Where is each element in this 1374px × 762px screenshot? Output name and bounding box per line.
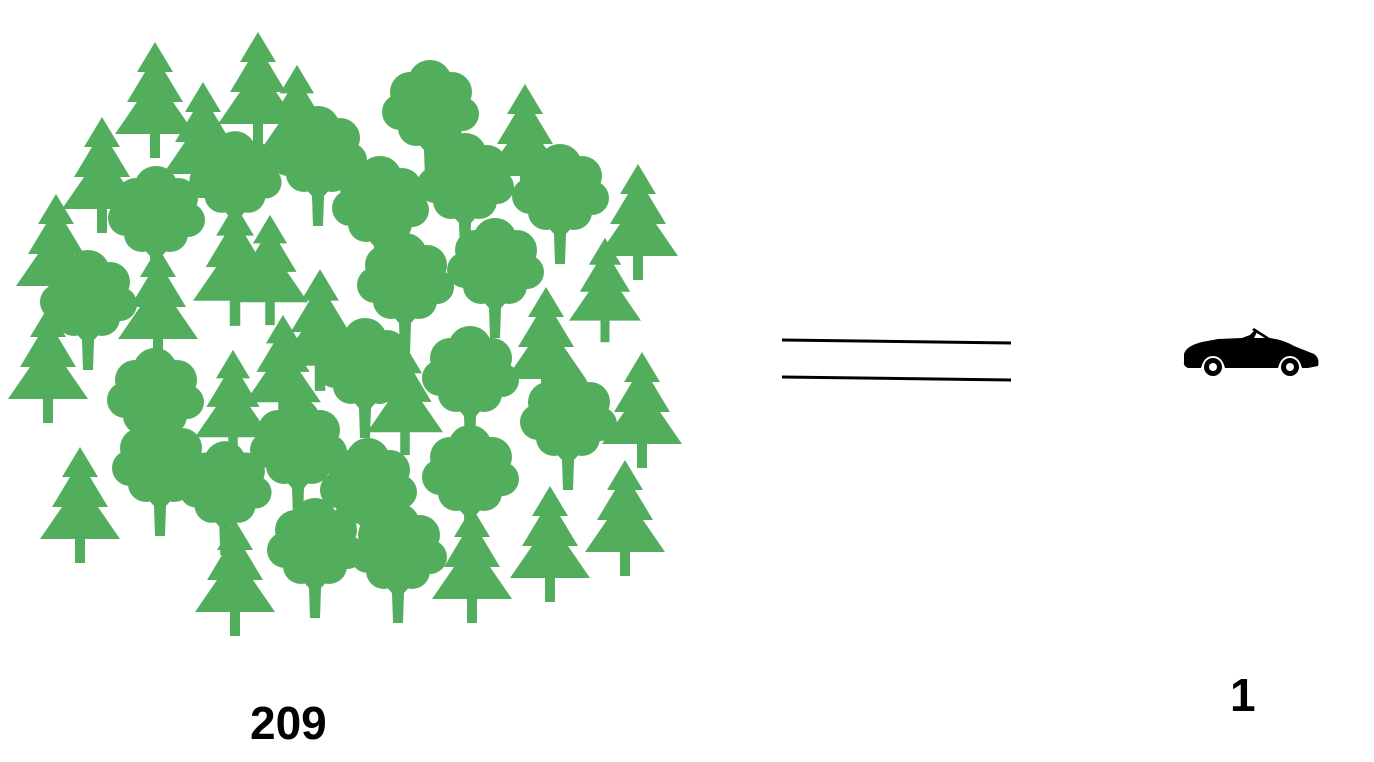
pine-tree-icon	[432, 507, 512, 623]
pine-tree-icon	[245, 314, 321, 426]
pine-tree-icon	[195, 349, 271, 461]
convertible-car-icon	[1183, 328, 1319, 376]
pine-tree-icon	[598, 164, 678, 280]
oak-tree-icon	[422, 326, 519, 446]
oak-tree-icon	[267, 498, 364, 618]
pine-tree-icon	[232, 214, 308, 326]
oak-tree-icon	[357, 233, 454, 353]
pine-tree-icon	[8, 307, 88, 423]
oak-tree-icon	[417, 133, 514, 253]
pine-tree-icon	[602, 352, 682, 468]
pine-tree-icon	[195, 520, 275, 636]
pine-tree-icon	[40, 447, 120, 563]
oak-tree-icon	[40, 250, 137, 370]
forest-icon	[8, 32, 682, 636]
pine-tree-icon	[118, 247, 198, 363]
car-count-label: 1	[1230, 669, 1256, 721]
oak-tree-icon	[320, 438, 417, 558]
pine-tree-icon	[569, 237, 641, 343]
equals-icon	[781, 338, 1012, 382]
oak-tree-icon	[108, 166, 205, 286]
pine-tree-icon	[367, 344, 443, 456]
oak-tree-icon	[179, 441, 272, 556]
equals-bottom-line	[781, 375, 1012, 382]
oak-tree-icon	[350, 503, 447, 623]
pine-tree-icon	[115, 42, 195, 158]
equals-top-line	[781, 338, 1012, 345]
oak-tree-icon	[447, 218, 544, 338]
oak-tree-icon	[112, 416, 209, 536]
tree-count-label: 209	[250, 697, 327, 749]
oak-tree-icon	[520, 370, 617, 490]
pine-tree-icon	[585, 460, 665, 576]
pine-tree-icon	[510, 486, 590, 602]
oak-tree-icon	[512, 144, 609, 264]
